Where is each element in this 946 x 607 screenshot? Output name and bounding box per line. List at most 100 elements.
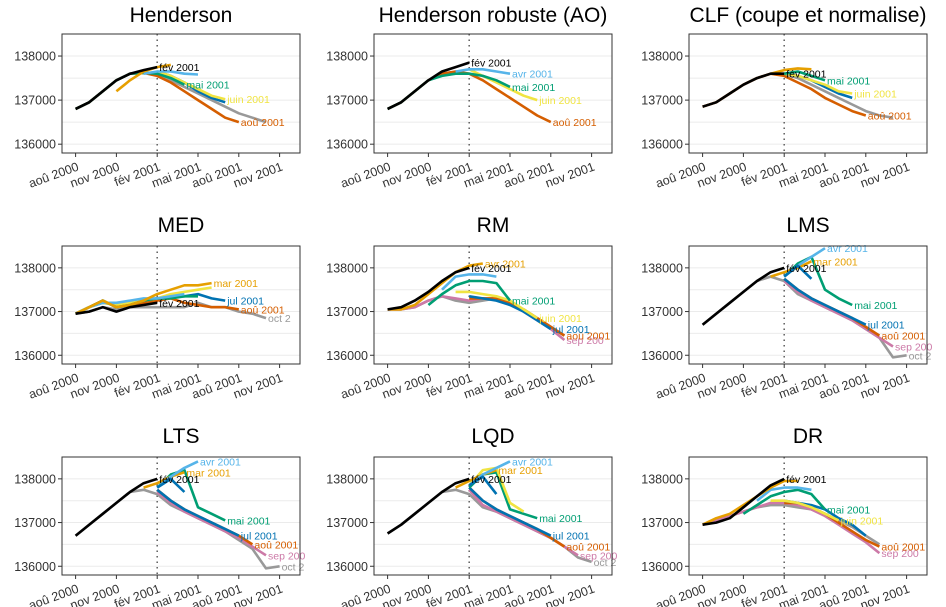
series-label: juin 2001 (538, 313, 582, 325)
series-label: fév 2001 (471, 58, 511, 70)
series-label: oct 2 (909, 350, 932, 362)
series-label: aoû 2001 (881, 542, 925, 554)
series-label: mai 2001 (512, 82, 555, 94)
series-label: fév 2001 (786, 474, 826, 486)
series-line-fev-2001 (75, 65, 158, 111)
series-line-avr-2001 (143, 70, 199, 76)
series-label: mai 2001 (186, 80, 229, 92)
panel-frame (373, 245, 613, 365)
y-tick-label: 138000 (641, 472, 683, 486)
series-label: sep 200 (881, 548, 919, 560)
series-line-fev-2001 (701, 266, 785, 326)
panel-title: LTS (163, 425, 200, 448)
series-label: aoû 2001 (241, 304, 285, 316)
y-tick-label: 136000 (14, 560, 56, 574)
series-label: aoû 2001 (254, 539, 298, 551)
series-label: mar 2001 (498, 465, 543, 477)
y-tick-label: 138000 (14, 472, 56, 486)
series-label: sep 200 (895, 342, 933, 354)
panel-title: DR (793, 425, 823, 448)
series-line-fev-2001 (75, 301, 158, 315)
series-label: mai 2001 (854, 300, 897, 312)
series-label: aoû 2001 (868, 111, 912, 123)
series-line-jul2-2001 (783, 264, 813, 280)
series-label: aoû 2001 (881, 331, 925, 343)
panel-title: Henderson (130, 4, 233, 27)
series-line-jul2-2001 (468, 475, 498, 495)
panel-frame (373, 33, 613, 154)
series-line-mai-2001 (742, 488, 826, 515)
series-label: fév 2001 (159, 474, 199, 486)
series-label: aoû 2001 (553, 117, 597, 129)
series-label: sep 200 (566, 335, 604, 347)
series-line-juin-2001 (783, 72, 853, 95)
y-tick-label: 138000 (641, 261, 683, 275)
series-label: mar 2001 (813, 256, 858, 268)
series-line-mai-2001 (783, 255, 853, 307)
series-label: jul 2001 (240, 531, 278, 543)
series-line-juin-2001 (156, 70, 226, 101)
panel-frame (373, 456, 613, 576)
y-tick-label: 136000 (326, 560, 368, 574)
series-label: mai 2001 (227, 515, 270, 527)
series-label: mai 2001 (827, 504, 870, 516)
series-line-fev-2001 (74, 477, 158, 537)
series-line-sep-2001 (156, 490, 267, 557)
series-line-oct-2001 (74, 488, 280, 570)
series-label: fév 2001 (159, 298, 199, 310)
panel-clf-coupe-et-normalise-: CLF (coupe et normalise) aoû 2001 juin 200… (641, 4, 928, 191)
y-tick-label: 137000 (326, 94, 368, 108)
series-label: juin 2001 (853, 89, 897, 101)
series-label: avr 2001 (485, 258, 526, 270)
series-label: avr 2001 (200, 456, 241, 468)
panel-title: CLF (coupe et normalise) (690, 4, 927, 27)
series-line-mar-2001 (75, 281, 212, 315)
series-line-fev-2001 (386, 477, 470, 535)
y-tick-label: 138000 (14, 261, 56, 275)
series-line-juin-2001 (455, 290, 538, 320)
panel-title: Henderson robuste (AO) (379, 4, 608, 27)
series-line-mai-2001 (783, 70, 826, 82)
series-line-mar-2001 (143, 471, 185, 489)
series-line-mar-2001 (770, 67, 812, 75)
panel-frame (61, 33, 301, 154)
y-tick-label: 137000 (641, 516, 683, 530)
series-line-jul-2001 (783, 277, 867, 326)
series-label: avr 2001 (512, 69, 553, 81)
y-tick-label: 136000 (14, 138, 56, 152)
series-label: fév 2001 (471, 263, 511, 275)
series-label: mai 2001 (512, 296, 555, 308)
y-tick-label: 138000 (326, 50, 368, 64)
y-tick-label: 138000 (14, 50, 56, 64)
series-label: fév 2001 (471, 474, 511, 486)
y-tick-label: 136000 (641, 560, 683, 574)
series-label: fév 2001 (159, 62, 199, 74)
y-tick-label: 136000 (326, 349, 368, 363)
y-tick-label: 138000 (641, 50, 683, 64)
series-label: oct 2 (594, 557, 617, 569)
series-label: mar 2001 (186, 467, 231, 479)
y-tick-label: 137000 (326, 516, 368, 530)
series-line-fev-2001 (702, 72, 785, 108)
y-tick-label: 136000 (14, 349, 56, 363)
y-tick-label: 137000 (14, 94, 56, 108)
series-label: sep 200 (580, 550, 618, 562)
series-line-fev-2001 (387, 61, 470, 111)
series-label: jul 2001 (552, 324, 590, 336)
series-label: avr 2001 (827, 243, 868, 255)
panel-frame (61, 456, 301, 576)
series-label: aoû 2001 (241, 117, 285, 129)
series-line-sep-2001 (783, 279, 894, 348)
y-tick-label: 138000 (326, 261, 368, 275)
y-tick-label: 136000 (641, 138, 683, 152)
series-label: juin 2001 (840, 515, 884, 527)
y-tick-label: 137000 (14, 516, 56, 530)
series-label: oct 2 (282, 561, 305, 573)
series-label: juin 2001 (538, 95, 582, 107)
panel-frame (61, 245, 301, 365)
panel-title: MED (158, 214, 205, 237)
